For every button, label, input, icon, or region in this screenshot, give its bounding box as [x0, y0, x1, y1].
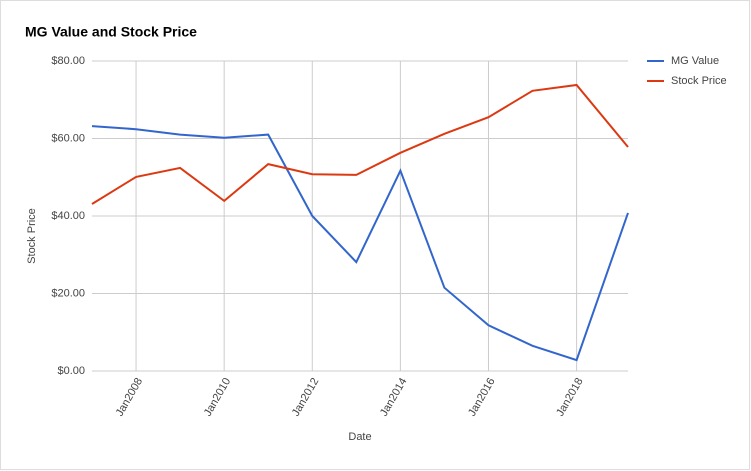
x-axis-title: Date: [348, 431, 371, 443]
data-line: [91, 125, 629, 362]
legend-label: Stock Price: [671, 75, 727, 87]
y-tick-label: $60.00: [51, 132, 85, 144]
y-tick-label: $20.00: [51, 287, 85, 299]
data-line: [91, 83, 629, 205]
y-tick-label: $80.00: [51, 55, 85, 67]
y-tick-label: $40.00: [51, 210, 85, 222]
y-tick-label: $0.00: [57, 365, 85, 377]
y-axis-title: Stock Price: [26, 208, 38, 264]
chart-title: MG Value and Stock Price: [25, 24, 197, 40]
legend-label: MG Value: [671, 55, 719, 67]
